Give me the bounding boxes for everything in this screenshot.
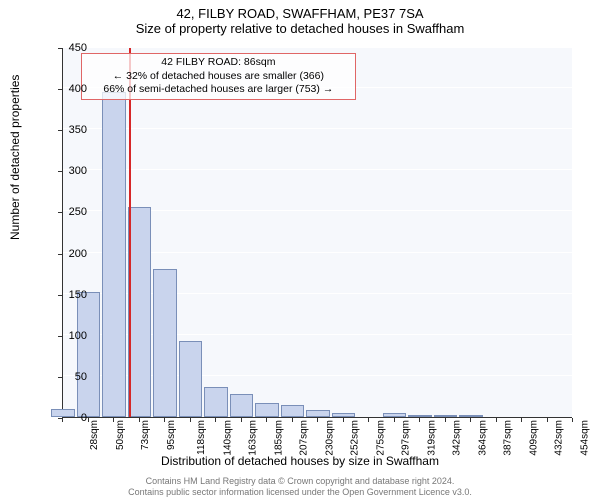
title-main: 42, FILBY ROAD, SWAFFHAM, PE37 7SA <box>0 6 600 21</box>
x-tick-label: 95sqm <box>166 420 177 450</box>
x-tick-mark <box>419 418 420 422</box>
grid-line <box>63 169 572 170</box>
histogram-bar <box>306 410 329 417</box>
x-tick-mark <box>215 418 216 422</box>
x-tick-label: 454sqm <box>579 420 590 456</box>
x-tick-mark <box>572 418 573 422</box>
annotation-line: ← 32% of detached houses are smaller (36… <box>88 70 349 84</box>
x-tick-label: 364sqm <box>477 420 488 456</box>
x-tick-label: 185sqm <box>273 420 284 456</box>
grid-line <box>63 46 572 47</box>
plot-area: 42 FILBY ROAD: 86sqm← 32% of detached ho… <box>62 48 572 418</box>
x-tick-label: 28sqm <box>89 420 100 450</box>
y-tick-mark <box>58 48 62 49</box>
y-tick-mark <box>58 89 62 90</box>
histogram-bar <box>153 269 176 417</box>
x-tick-label: 319sqm <box>426 420 437 456</box>
x-axis-label: Distribution of detached houses by size … <box>0 454 600 468</box>
x-tick-mark <box>496 418 497 422</box>
x-tick-label: 297sqm <box>401 420 412 456</box>
y-tick-mark <box>58 377 62 378</box>
grid-line <box>63 128 572 129</box>
footer-line2: Contains public sector information licen… <box>0 487 600 498</box>
annotation-box: 42 FILBY ROAD: 86sqm← 32% of detached ho… <box>81 53 356 100</box>
footer-attribution: Contains HM Land Registry data © Crown c… <box>0 476 600 498</box>
x-tick-label: 342sqm <box>452 420 463 456</box>
x-tick-label: 140sqm <box>222 420 233 456</box>
x-tick-label: 432sqm <box>554 420 565 456</box>
histogram-bar <box>255 403 278 417</box>
histogram-bar <box>408 415 431 417</box>
x-tick-label: 275sqm <box>375 420 386 456</box>
y-tick-mark <box>58 130 62 131</box>
y-axis-label: Number of detached properties <box>8 75 22 240</box>
y-tick-mark <box>58 212 62 213</box>
histogram-bar <box>230 394 253 417</box>
histogram-bar <box>434 415 457 417</box>
y-tick-mark <box>58 254 62 255</box>
x-tick-label: 409sqm <box>528 420 539 456</box>
histogram-bar <box>77 292 100 417</box>
x-tick-label: 163sqm <box>248 420 259 456</box>
x-tick-mark <box>521 418 522 422</box>
x-tick-mark <box>292 418 293 422</box>
x-tick-mark <box>317 418 318 422</box>
x-tick-label: 387sqm <box>503 420 514 456</box>
title-sub: Size of property relative to detached ho… <box>0 21 600 36</box>
x-tick-mark <box>547 418 548 422</box>
x-tick-mark <box>266 418 267 422</box>
y-tick-mark <box>58 171 62 172</box>
x-tick-mark <box>241 418 242 422</box>
x-tick-mark <box>139 418 140 422</box>
x-tick-label: 50sqm <box>115 420 126 450</box>
x-tick-label: 230sqm <box>324 420 335 456</box>
x-tick-label: 73sqm <box>140 420 151 450</box>
x-tick-mark <box>368 418 369 422</box>
footer-line1: Contains HM Land Registry data © Crown c… <box>0 476 600 487</box>
y-tick-mark <box>58 295 62 296</box>
histogram-bar <box>179 341 202 417</box>
y-tick-mark <box>58 336 62 337</box>
reference-line <box>129 48 131 417</box>
x-tick-mark <box>88 418 89 422</box>
x-tick-mark <box>113 418 114 422</box>
x-tick-mark <box>62 418 63 422</box>
annotation-line: 42 FILBY ROAD: 86sqm <box>88 56 349 70</box>
histogram-bar <box>204 387 227 417</box>
x-tick-label: 207sqm <box>299 420 310 456</box>
x-tick-mark <box>190 418 191 422</box>
histogram-bar <box>459 415 482 417</box>
x-tick-label: 252sqm <box>350 420 361 456</box>
histogram-bar <box>383 413 406 417</box>
x-tick-mark <box>445 418 446 422</box>
annotation-line: 66% of semi-detached houses are larger (… <box>88 83 349 97</box>
x-tick-mark <box>470 418 471 422</box>
histogram-bar <box>281 405 304 417</box>
x-tick-mark <box>164 418 165 422</box>
histogram-bar <box>102 92 125 417</box>
chart-header: 42, FILBY ROAD, SWAFFHAM, PE37 7SA Size … <box>0 0 600 38</box>
x-tick-label: 118sqm <box>196 420 207 455</box>
x-tick-mark <box>394 418 395 422</box>
histogram-bar <box>332 413 355 417</box>
x-tick-mark <box>343 418 344 422</box>
